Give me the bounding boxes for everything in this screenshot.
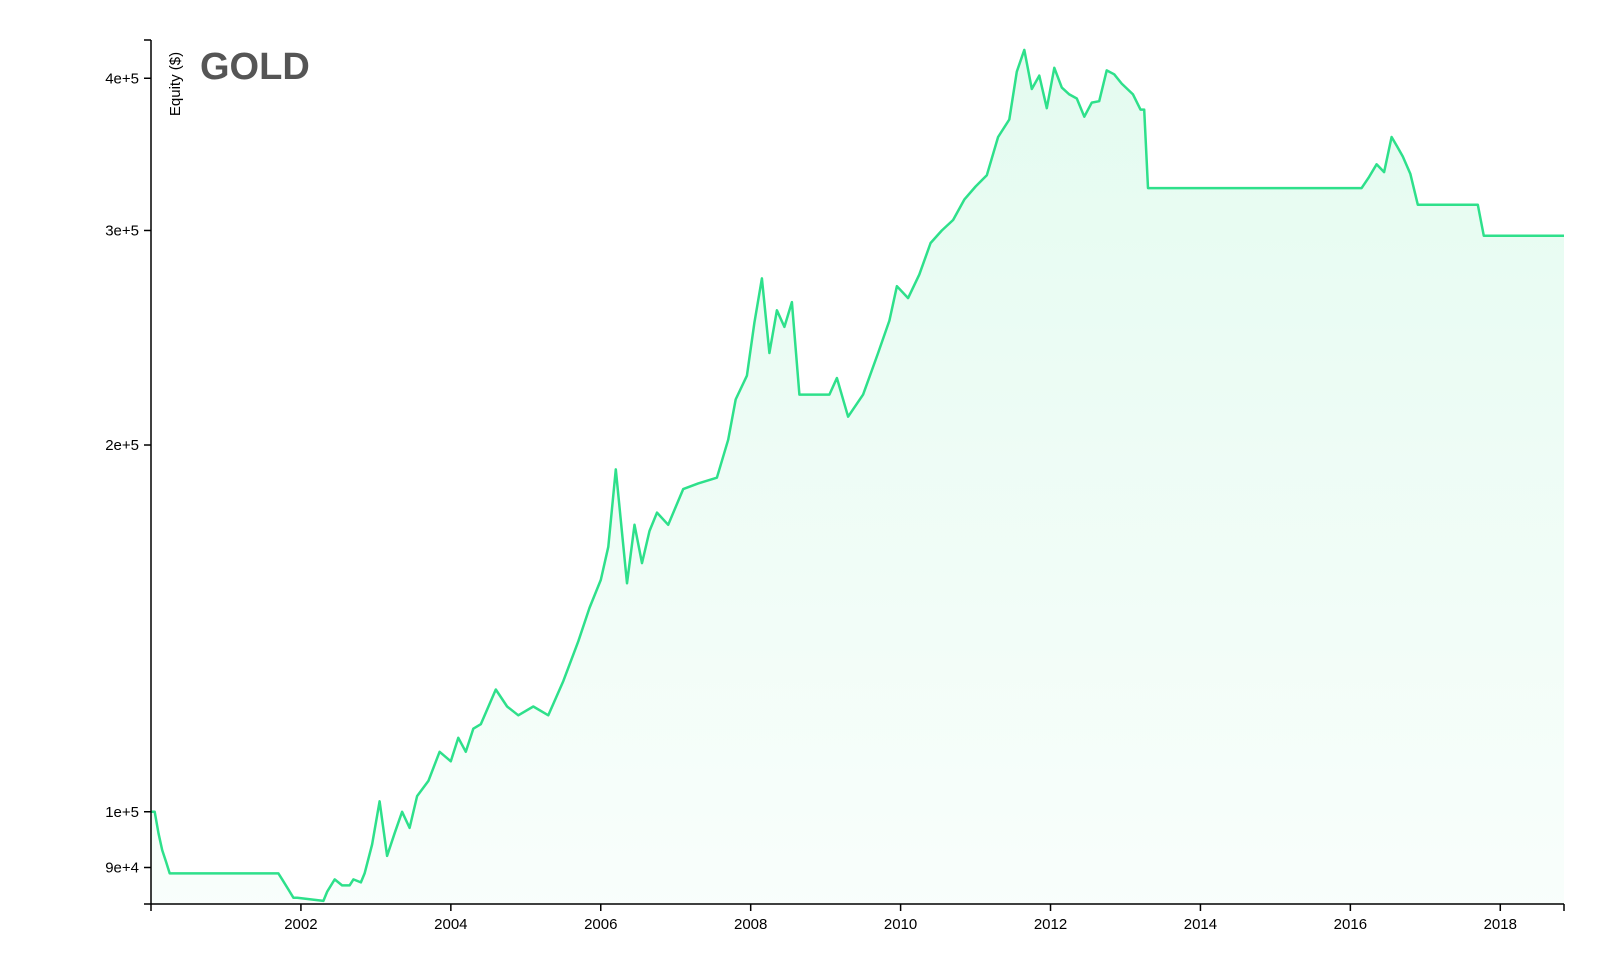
y-axis-title: Equity ($) — [167, 52, 184, 116]
equity-area-layer — [151, 49, 1564, 904]
x-tick-label: 2016 — [1334, 916, 1367, 933]
x-axis: 2002 2004 2006 2008 2010 2012 2014 2016 2018 — [150, 903, 1565, 933]
x-tick-label: 2018 — [1484, 916, 1517, 933]
y-tick-label: 9e+4 — [105, 859, 139, 876]
equity-area — [151, 49, 1564, 904]
chart-title: GOLD — [200, 46, 310, 88]
x-tick-label: 2004 — [434, 916, 467, 933]
y-axis: 9e+4 1e+5 2e+5 3e+5 4e+5 — [105, 39, 152, 905]
equity-line-layer — [151, 48, 1564, 903]
x-tick-label: 2008 — [734, 916, 767, 933]
equity-line — [151, 48, 1564, 903]
x-tick-label: 2010 — [884, 916, 917, 933]
y-tick-label: 4e+5 — [105, 70, 139, 87]
x-tick-label: 2014 — [1184, 916, 1217, 933]
x-tick-label: 2012 — [1034, 916, 1067, 933]
y-tick-label: 3e+5 — [105, 222, 139, 239]
x-tick-label: 2002 — [284, 916, 317, 933]
y-tick-label: 2e+5 — [105, 437, 139, 454]
x-tick-label: 2006 — [584, 916, 617, 933]
y-tick-label: 1e+5 — [105, 804, 139, 821]
